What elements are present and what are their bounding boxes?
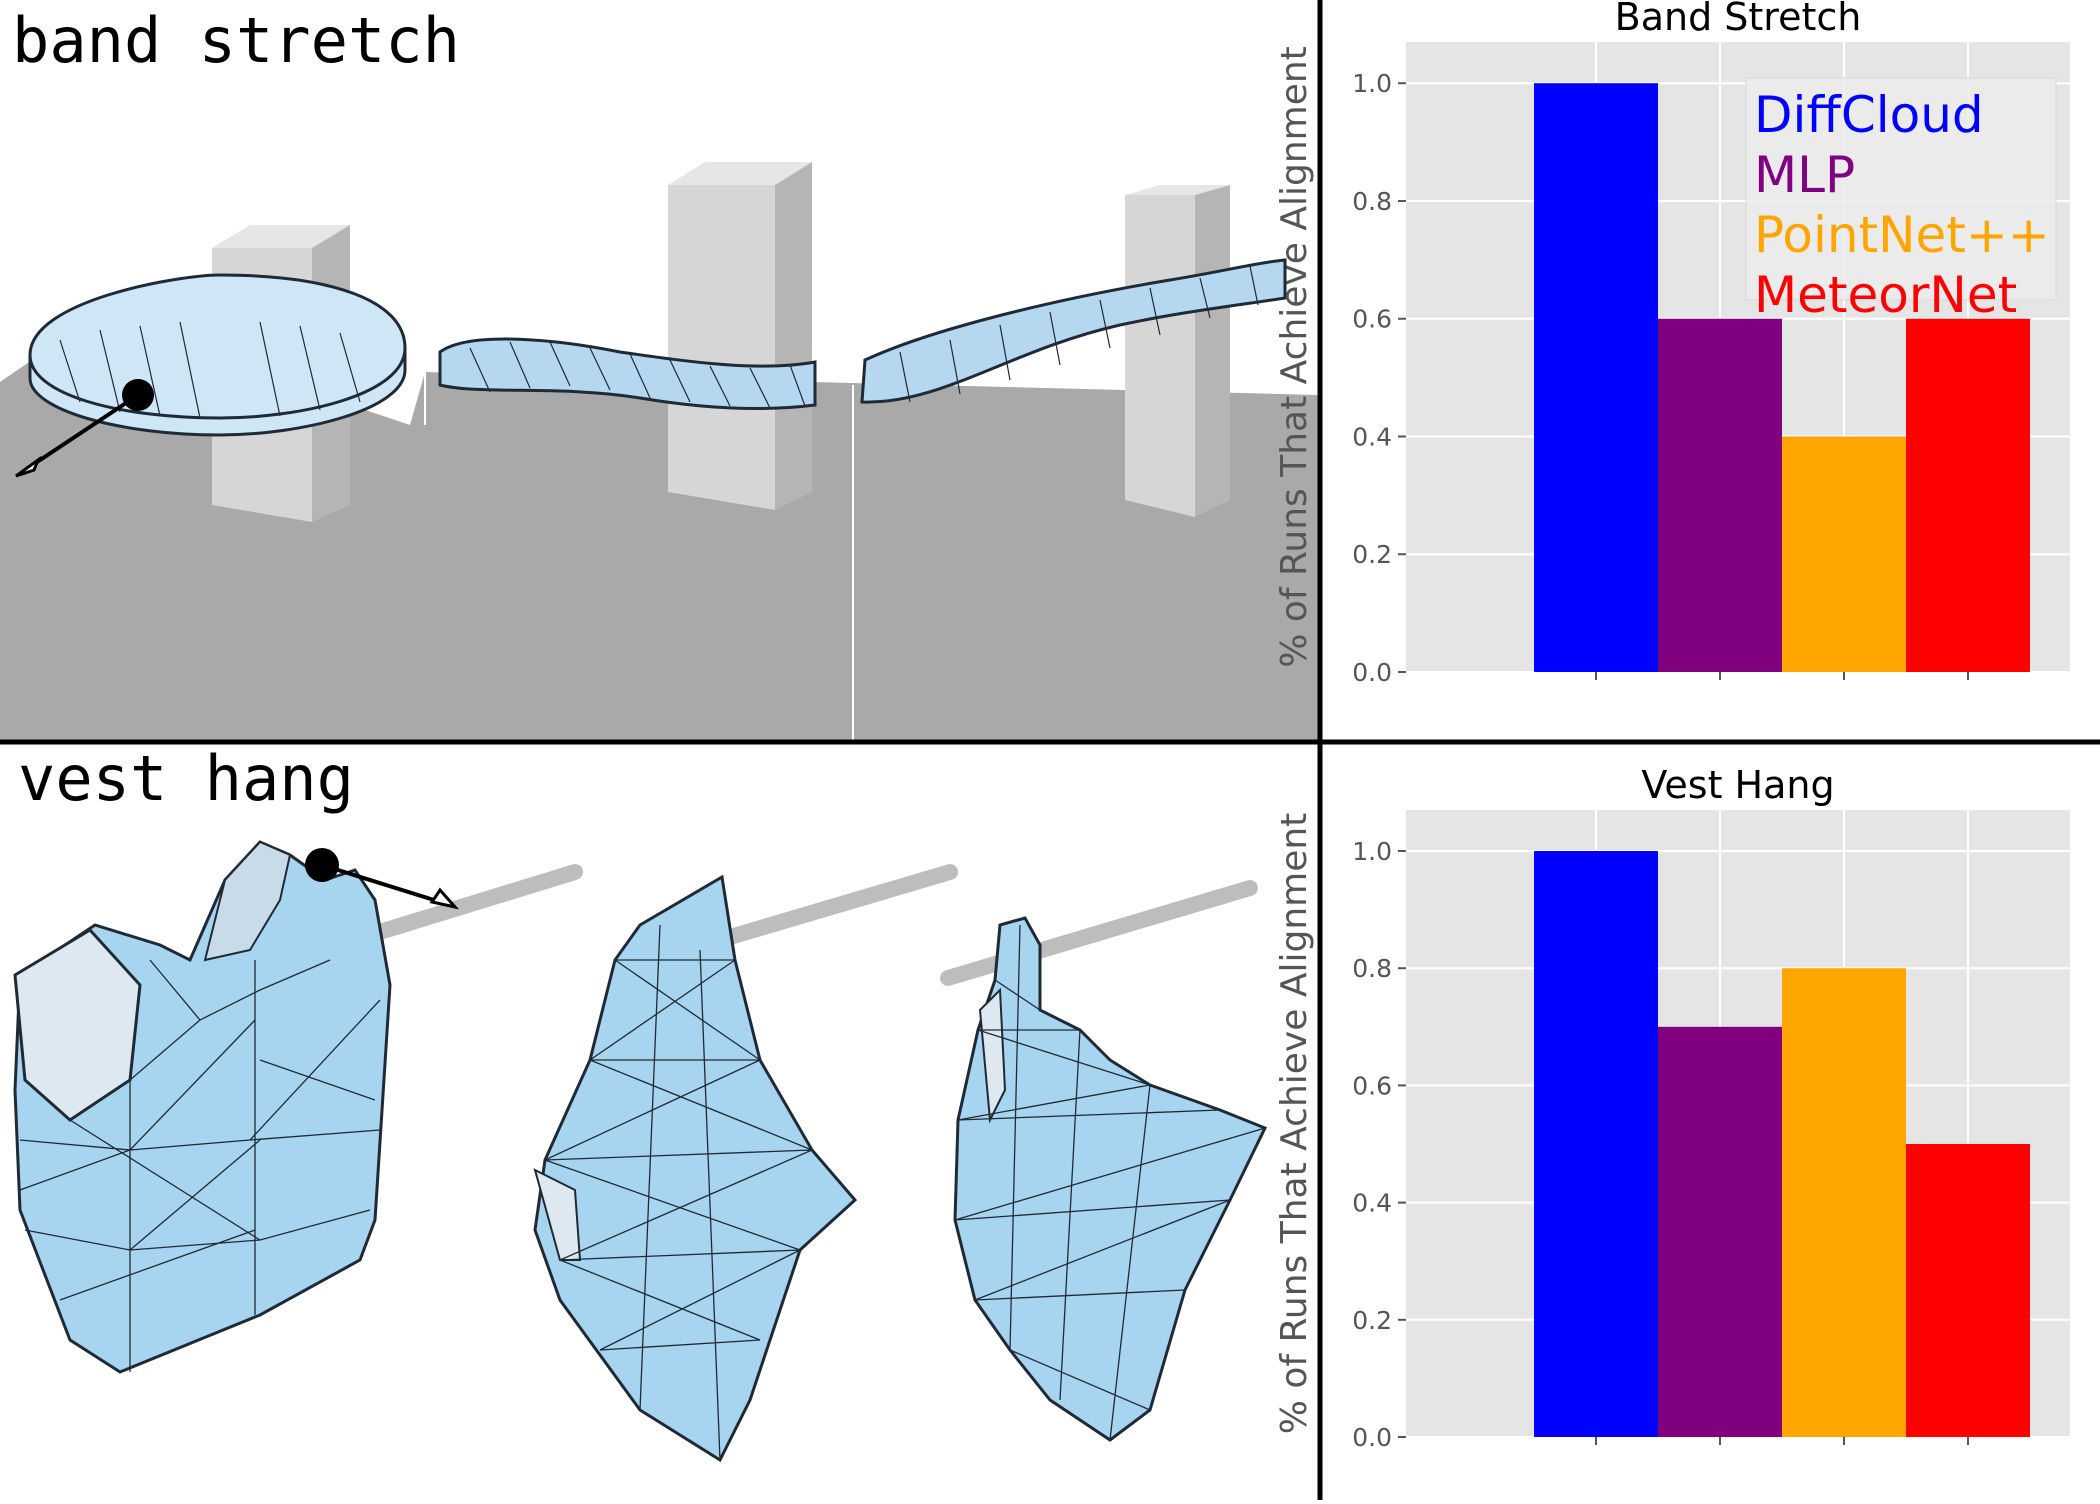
legend-entry: MLP [1754,146,1855,204]
chart-title: Vest Hang [1641,763,1834,807]
vest-mesh [533,874,858,1463]
rod [362,864,583,943]
legend-entry: MeteorNet [1754,266,2017,324]
bar-diffcloud [1534,851,1658,1437]
y-tick-label: 0.2 [1352,540,1392,569]
bar-mlp [1658,318,1782,672]
band-mesh [15,273,407,478]
y-tick-label: 0.8 [1352,954,1392,983]
y-tick-label: 0.2 [1352,1306,1392,1335]
y-tick-label: 0.4 [1352,1189,1392,1218]
bar-meteornet [1906,318,2030,672]
y-tick-label: 0.8 [1352,187,1392,216]
legend-box [1745,77,2057,301]
rod [712,864,958,948]
legend-entry: DiffCloud [1754,86,1984,144]
bar-pointnet- [1782,436,1906,672]
y-tick-label: 1.0 [1352,837,1392,866]
bar-pointnet- [1782,968,1906,1437]
y-axis-label: % of Runs That Achieve Alignment [1274,46,1315,668]
y-tick-label: 0.6 [1352,305,1392,334]
y-tick-label: 0.0 [1352,1423,1392,1452]
rod [940,880,1258,986]
y-tick-label: 0.0 [1352,658,1392,687]
box-obstacle [1125,185,1230,517]
bar-meteornet [1906,1144,2030,1437]
panel-label-band-stretch: band stretch [12,4,460,77]
vest-hang-scene: vest hang [13,742,1268,1463]
bar-chart-band-stretch: 0.0 0.2 0.4 0.6 0.8 1.0 Band Stretch % of Runs … [1274,0,2070,687]
y-tick-label: 1.0 [1352,69,1392,98]
bar-chart-vest-hang: 0.0 0.2 0.4 0.6 0.8 1.0 Vest Hang % of Runs Tha… [1274,763,2070,1452]
y-axis-label: % of Runs That Achieve Alignment [1274,813,1315,1435]
band-mesh [438,337,817,411]
y-tick-label: 0.4 [1352,422,1392,451]
band-stretch-scene: band stretch [0,0,1318,740]
vest-mesh [13,840,460,1374]
y-tick-label: 0.6 [1352,1071,1392,1100]
chart-title: Band Stretch [1615,0,1862,39]
bar-diffcloud [1534,83,1658,672]
legend-entry: PointNet++ [1754,206,2050,264]
band-mesh [860,258,1287,404]
box-obstacle [668,162,812,510]
vest-mesh [953,916,1268,1442]
panel-label-vest-hang: vest hang [18,742,354,815]
bar-mlp [1658,1026,1782,1437]
